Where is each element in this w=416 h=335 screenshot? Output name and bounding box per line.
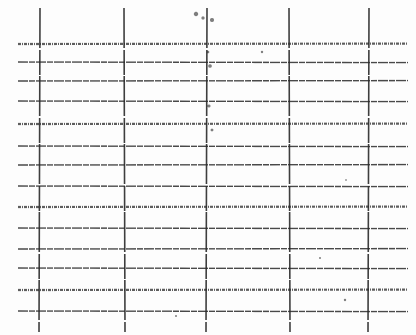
- vertical-divider: [123, 7, 126, 333]
- scan-speck: [345, 179, 347, 181]
- vertical-divider: [288, 7, 291, 333]
- horizontal-rule: [17, 310, 409, 313]
- scan-speck: [201, 16, 205, 20]
- horizontal-rule: [17, 100, 409, 103]
- scan-speck: [210, 128, 214, 132]
- horizontal-rule: [17, 61, 409, 64]
- scan-speck: [210, 18, 214, 22]
- scan-speck: [343, 298, 347, 302]
- horizontal-rule: [17, 227, 409, 230]
- vertical-divider: [367, 7, 370, 333]
- scan-speck: [260, 50, 264, 54]
- scan-speck: [207, 104, 211, 108]
- scan-speck: [175, 315, 177, 317]
- vertical-divider: [38, 7, 41, 333]
- horizontal-rule: [17, 185, 409, 188]
- scan-speck: [208, 64, 212, 68]
- vertical-divider: [205, 7, 208, 333]
- scan-speck: [193, 11, 199, 17]
- horizontal-rule: [17, 267, 409, 270]
- scan-speck: [319, 257, 321, 259]
- scan-speck: [206, 50, 210, 54]
- horizontal-rule: [17, 145, 409, 148]
